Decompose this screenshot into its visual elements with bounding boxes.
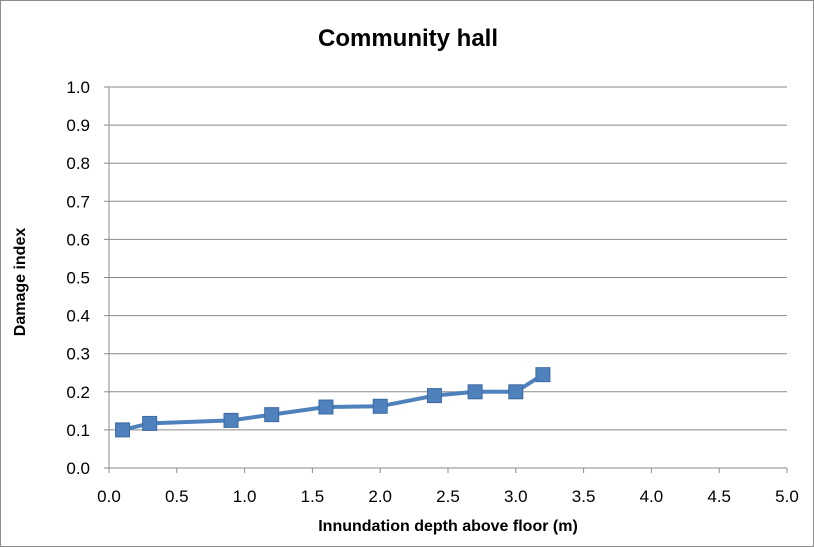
data-point-marker [508, 384, 524, 400]
y-tick-label: 0.2 [66, 383, 90, 402]
x-tick-label: 3.5 [572, 487, 596, 506]
y-tick-label: 0.0 [66, 459, 90, 478]
data-point-marker [372, 398, 388, 414]
x-tick-label: 5.0 [775, 487, 799, 506]
y-tick-labels: 0.0 0.1 0.2 0.3 0.4 0.5 0.6 0.7 0.8 0.9 1.0 [66, 78, 90, 478]
data-point-marker [264, 407, 280, 423]
data-point-marker [115, 422, 131, 438]
x-tick-label: 0.0 [97, 487, 121, 506]
data-point-marker [535, 367, 551, 383]
y-tick-label: 0.8 [66, 154, 90, 173]
y-tick-label: 0.9 [66, 116, 90, 135]
x-tick-labels: 0.0 0.5 1.0 1.5 2.0 2.5 3.0 3.5 4.0 4.5 5.0 [97, 487, 799, 506]
axes [104, 86, 788, 473]
data-point-marker [426, 388, 442, 404]
y-axis-title: Damage index [12, 228, 29, 337]
series [115, 367, 551, 438]
y-tick-label: 0.4 [66, 307, 90, 326]
x-tick-label: 1.0 [233, 487, 257, 506]
x-tick-label: 4.0 [640, 487, 664, 506]
data-point-marker [467, 384, 483, 400]
gridlines [109, 86, 787, 431]
series-line [122, 372, 544, 432]
y-tick-label: 0.1 [66, 421, 90, 440]
x-tick-label: 4.5 [707, 487, 731, 506]
y-tick-label: 1.0 [66, 78, 90, 97]
chart-title: Community hall [318, 25, 498, 52]
y-tick-label: 0.6 [66, 230, 90, 249]
x-tick-label: 2.0 [368, 487, 392, 506]
y-tick-label: 0.5 [66, 269, 90, 288]
x-tick-label: 1.5 [301, 487, 325, 506]
x-axis-title: Innundation depth above floor (m) [318, 518, 578, 535]
x-tick-label: 0.5 [165, 487, 189, 506]
x-tick-label: 3.0 [504, 487, 528, 506]
y-tick-label: 0.7 [66, 192, 90, 211]
data-point-marker [318, 399, 334, 415]
data-point-marker [223, 412, 239, 428]
x-tick-label: 2.5 [436, 487, 460, 506]
y-tick-label: 0.3 [66, 345, 90, 364]
data-point-marker [142, 415, 158, 431]
